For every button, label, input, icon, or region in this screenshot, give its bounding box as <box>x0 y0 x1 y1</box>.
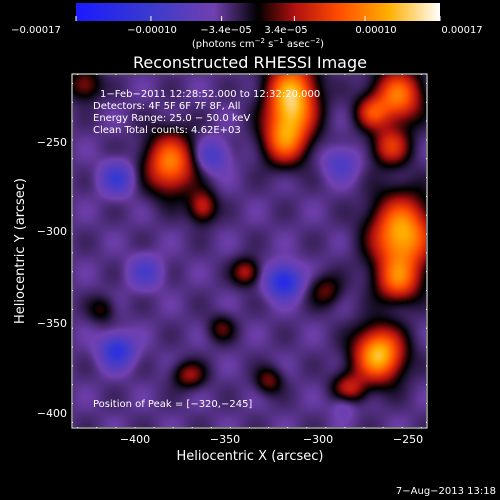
y-tick-label-2: −350 <box>37 317 67 330</box>
annotation-energy-range: Energy Range: 25.0 − 50.0 keV <box>93 113 250 124</box>
y-tick-label-0: −250 <box>37 136 67 149</box>
colorbar-tick-label-3: 3.4e−05 <box>264 25 307 36</box>
chart-title: Reconstructed RHESSI Image <box>133 53 367 72</box>
colorbar-tick-label-0: −0.00017 <box>11 25 61 36</box>
annotation-detectors: Detectors: 4F 5F 6F 7F 8F, All <box>93 101 240 112</box>
colorbar <box>76 3 440 21</box>
x-tick-label-1: −350 <box>210 433 240 446</box>
colorbar-tick-label-2: −3.4e−05 <box>200 25 252 36</box>
x-tick-label-2: −300 <box>303 433 333 446</box>
colorbar-tick-label-4: 0.00010 <box>355 25 396 36</box>
y-tick-label-1: −300 <box>37 225 67 238</box>
annotation-clean-counts: Clean Total counts: 4.62E+03 <box>93 125 241 136</box>
y-tick-label-3: −400 <box>37 407 67 420</box>
colorbar-tick-label-5: 0.00017 <box>441 25 482 36</box>
colorbar-tick-label-1: −0.00010 <box>127 25 177 36</box>
x-tick-label-3: −250 <box>393 433 423 446</box>
annotation-peak-position: Position of Peak = [−320,−245] <box>93 399 252 410</box>
x-axis-label: Heliocentric X (arcsec) <box>177 449 324 464</box>
annotation-time-range: 1−Feb−2011 12:28:52.000 to 12:32:20.000 <box>100 89 320 100</box>
footer-timestamp: 7−Aug−2013 13:18 <box>396 486 496 497</box>
colorbar-unit-label: (photons cm−2 s−1 asec−2) <box>192 37 324 50</box>
colorbar-ticks <box>75 16 441 21</box>
y-axis-label: Heliocentric Y (arcsec) <box>13 178 28 324</box>
heatmap-image <box>73 75 426 427</box>
x-tick-label-0: −400 <box>120 433 150 446</box>
